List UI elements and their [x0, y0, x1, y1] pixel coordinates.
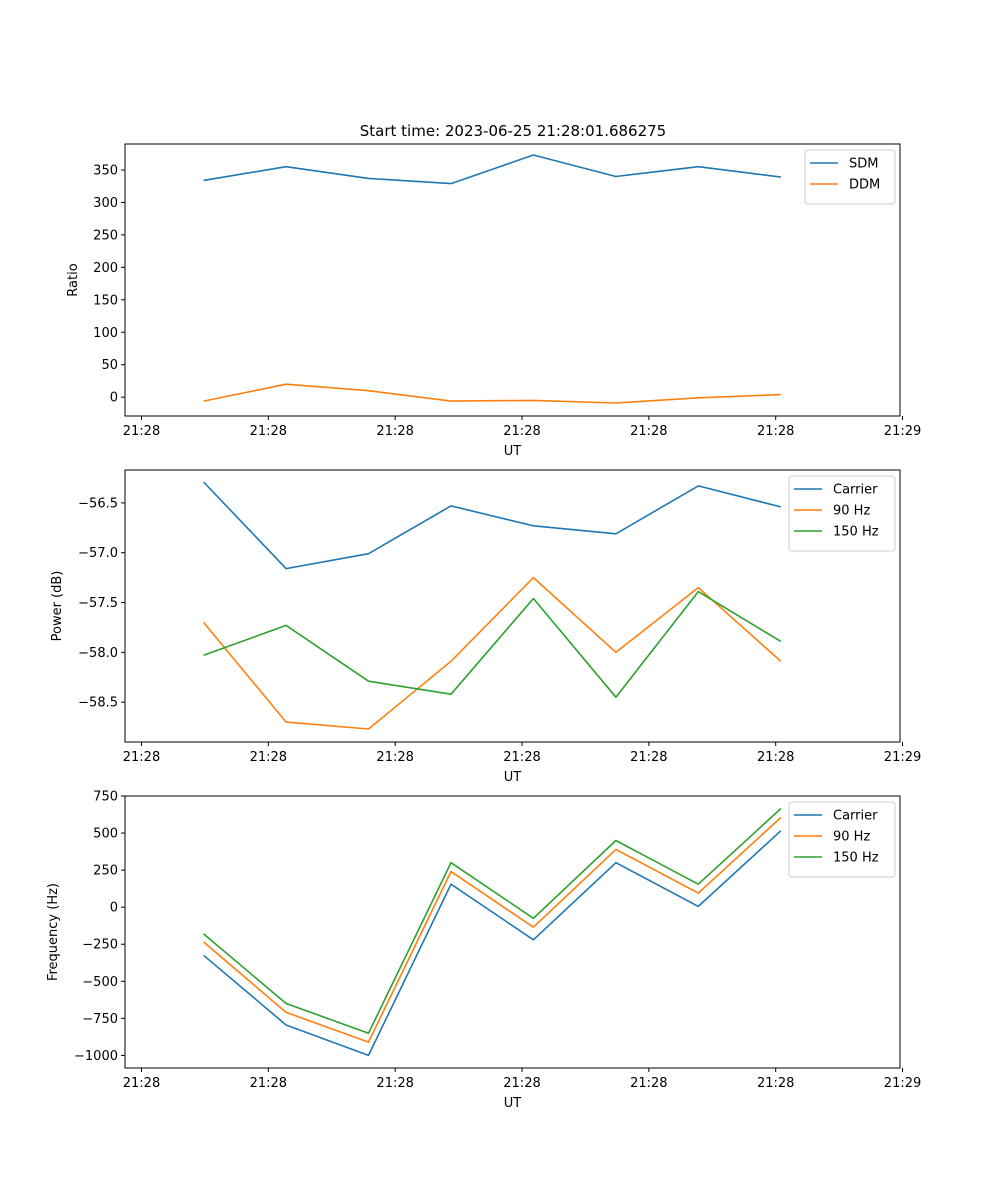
- y-tick-label: −58.0: [78, 646, 118, 661]
- series-line-carrier: [203, 830, 782, 1057]
- y-tick-label: 500: [93, 827, 118, 842]
- series-line-90-hz: [203, 816, 782, 1043]
- x-axis-label: UT: [504, 1096, 522, 1111]
- y-tick-label: −56.5: [78, 496, 118, 511]
- y-tick-label: 150: [93, 293, 118, 308]
- x-tick-label: 21:28: [250, 1076, 287, 1091]
- figure-title: Start time: 2023-06-25 21:28:01.686275: [360, 122, 666, 140]
- x-tick-label: 21:28: [503, 750, 540, 765]
- y-tick-label: 250: [93, 864, 118, 879]
- x-tick-label: 21:28: [250, 424, 287, 439]
- y-tick-label: −1000: [74, 1049, 118, 1064]
- y-tick-label: −500: [82, 975, 118, 990]
- series-line-150-hz: [203, 590, 782, 699]
- legend-label: Carrier: [833, 809, 878, 824]
- y-tick-label: 200: [93, 261, 118, 276]
- x-tick-label: 21:28: [123, 1076, 160, 1091]
- legend-label: 90 Hz: [833, 830, 870, 845]
- x-tick-label: 21:29: [884, 750, 921, 765]
- axes-frame: [124, 469, 901, 743]
- x-tick-label: 21:28: [630, 750, 667, 765]
- y-axis-label: Ratio: [66, 263, 81, 296]
- y-tick-label: −57.5: [78, 596, 118, 611]
- legend-label: SDM: [849, 157, 878, 172]
- y-tick-label: 0: [110, 901, 118, 916]
- legend-box: [788, 475, 896, 552]
- x-tick-label: 21:28: [757, 750, 794, 765]
- y-axis-label: Power (dB): [50, 571, 65, 642]
- legend-label: DDM: [849, 178, 880, 193]
- x-tick-label: 21:28: [376, 750, 413, 765]
- x-tick-label: 21:28: [123, 750, 160, 765]
- x-tick-label: 21:28: [503, 1076, 540, 1091]
- series-line-ddm: [203, 383, 781, 404]
- y-tick-label: −750: [82, 1012, 118, 1027]
- axes-frame: [124, 143, 901, 417]
- x-tick-label: 21:28: [250, 750, 287, 765]
- legend-label: 90 Hz: [833, 504, 870, 519]
- y-tick-label: 300: [93, 196, 118, 211]
- x-tick-label: 21:28: [376, 1076, 413, 1091]
- x-tick-label: 21:28: [123, 424, 160, 439]
- series-line-carrier: [203, 481, 781, 570]
- charts-container: 0 50 100 150 200 250 300 350 21:28 21:28 21:28 21:2…: [46, 143, 921, 1112]
- x-axis-label: UT: [504, 444, 522, 459]
- axes-frame: [124, 795, 901, 1069]
- legend-label: 150 Hz: [833, 525, 879, 540]
- chart-panel-3: −1000 −750 −500 −250 0 250 500 750 21:28 21:28 21:…: [46, 790, 921, 1112]
- y-tick-label: 750: [93, 790, 118, 805]
- series-line-sdm: [203, 154, 781, 185]
- y-tick-label: 350: [93, 163, 118, 178]
- series-line-90-hz: [202, 576, 782, 730]
- chart-panel-1: 0 50 100 150 200 250 300 350 21:28 21:28 21:28 21:2…: [66, 143, 921, 459]
- y-axis-label: Frequency (Hz): [46, 883, 61, 981]
- legend-label: Carrier: [833, 483, 878, 498]
- legend: Carrier 90 Hz 150 Hz: [788, 801, 896, 878]
- y-tick-label: −57.0: [78, 546, 118, 561]
- x-tick-label: 21:28: [630, 1076, 667, 1091]
- legend-box: [788, 801, 896, 878]
- y-tick-label: 100: [93, 326, 118, 341]
- series-line-150-hz: [203, 808, 782, 1034]
- x-tick-label: 21:29: [884, 424, 921, 439]
- legend: Carrier 90 Hz 150 Hz: [788, 475, 896, 552]
- y-tick-label: 250: [93, 228, 118, 243]
- x-axis-label: UT: [504, 770, 522, 785]
- y-tick-label: −250: [82, 938, 118, 953]
- x-tick-label: 21:28: [376, 424, 413, 439]
- y-tick-label: 50: [101, 358, 118, 373]
- x-tick-label: 21:28: [630, 424, 667, 439]
- y-tick-label: 0: [110, 391, 118, 406]
- x-tick-label: 21:28: [757, 1076, 794, 1091]
- x-tick-label: 21:29: [884, 1076, 921, 1091]
- legend-label: 150 Hz: [833, 851, 879, 866]
- legend: SDM DDM: [804, 149, 896, 205]
- x-tick-label: 21:28: [503, 424, 540, 439]
- x-tick-label: 21:28: [757, 424, 794, 439]
- y-tick-label: −58.5: [78, 696, 118, 711]
- chart-panel-2: −58.5 −58.0 −57.5 −57.0 −56.5 21:28 21:28 21:28…: [50, 469, 921, 785]
